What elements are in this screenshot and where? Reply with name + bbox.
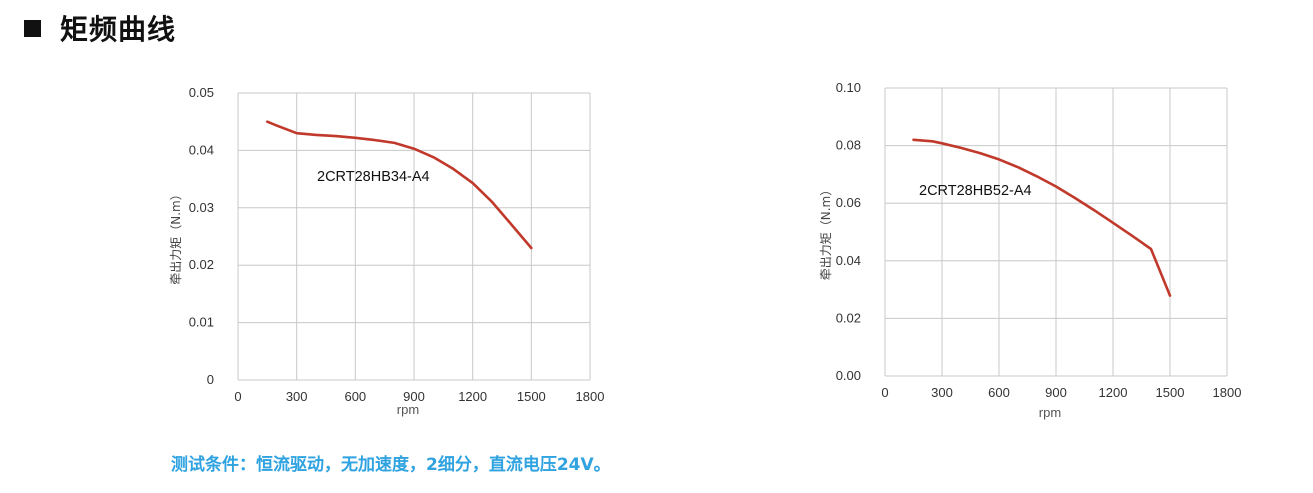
y-tick-label: 0.02: [189, 257, 214, 272]
y-axis-label: 牵出力矩（N.m）: [819, 184, 833, 280]
torque-curve: [265, 120, 533, 250]
x-tick-label: 1500: [517, 389, 546, 404]
x-axis-label: rpm: [1039, 405, 1061, 420]
y-tick-label: 0.03: [189, 200, 214, 215]
y-tick-label: 0: [207, 372, 214, 387]
y-tick-label: 0.02: [836, 310, 861, 325]
model-annotation: 2CRT28HB52-A4: [919, 183, 1032, 199]
x-tick-label: 900: [403, 389, 425, 404]
title-square-icon: [24, 19, 41, 37]
x-tick-label: 300: [931, 385, 953, 400]
x-tick-label: 1200: [1099, 385, 1128, 400]
y-axis-label: 牵出力矩（N.m）: [169, 188, 183, 284]
y-tick-label: 0.05: [189, 85, 214, 100]
y-tick-label: 0.00: [836, 368, 861, 383]
torque-curve: [912, 138, 1172, 297]
section-header: 矩频曲线: [24, 8, 176, 48]
x-axis-label: rpm: [397, 402, 419, 417]
y-tick-label: 0.04: [836, 253, 861, 268]
x-tick-label: 600: [344, 389, 366, 404]
y-tick-label: 0.04: [189, 142, 214, 157]
test-conditions-note: 测试条件：恒流驱动，无加速度，2细分，直流电压24V。: [171, 455, 611, 475]
x-tick-label: 0: [234, 389, 241, 404]
x-tick-label: 1800: [1213, 385, 1242, 400]
x-tick-label: 1500: [1156, 385, 1185, 400]
y-tick-label: 0.08: [836, 138, 861, 153]
x-tick-label: 300: [286, 389, 308, 404]
page-title: 矩频曲线: [60, 13, 177, 46]
y-tick-label: 0.01: [189, 315, 214, 330]
x-tick-label: 600: [988, 385, 1010, 400]
x-tick-label: 900: [1045, 385, 1067, 400]
x-tick-label: 0: [881, 385, 888, 400]
model-annotation: 2CRT28HB34-A4: [317, 169, 430, 185]
y-tick-label: 0.06: [836, 195, 861, 210]
x-tick-label: 1200: [458, 389, 487, 404]
y-tick-label: 0.10: [836, 80, 861, 95]
x-tick-label: 1800: [576, 389, 605, 404]
